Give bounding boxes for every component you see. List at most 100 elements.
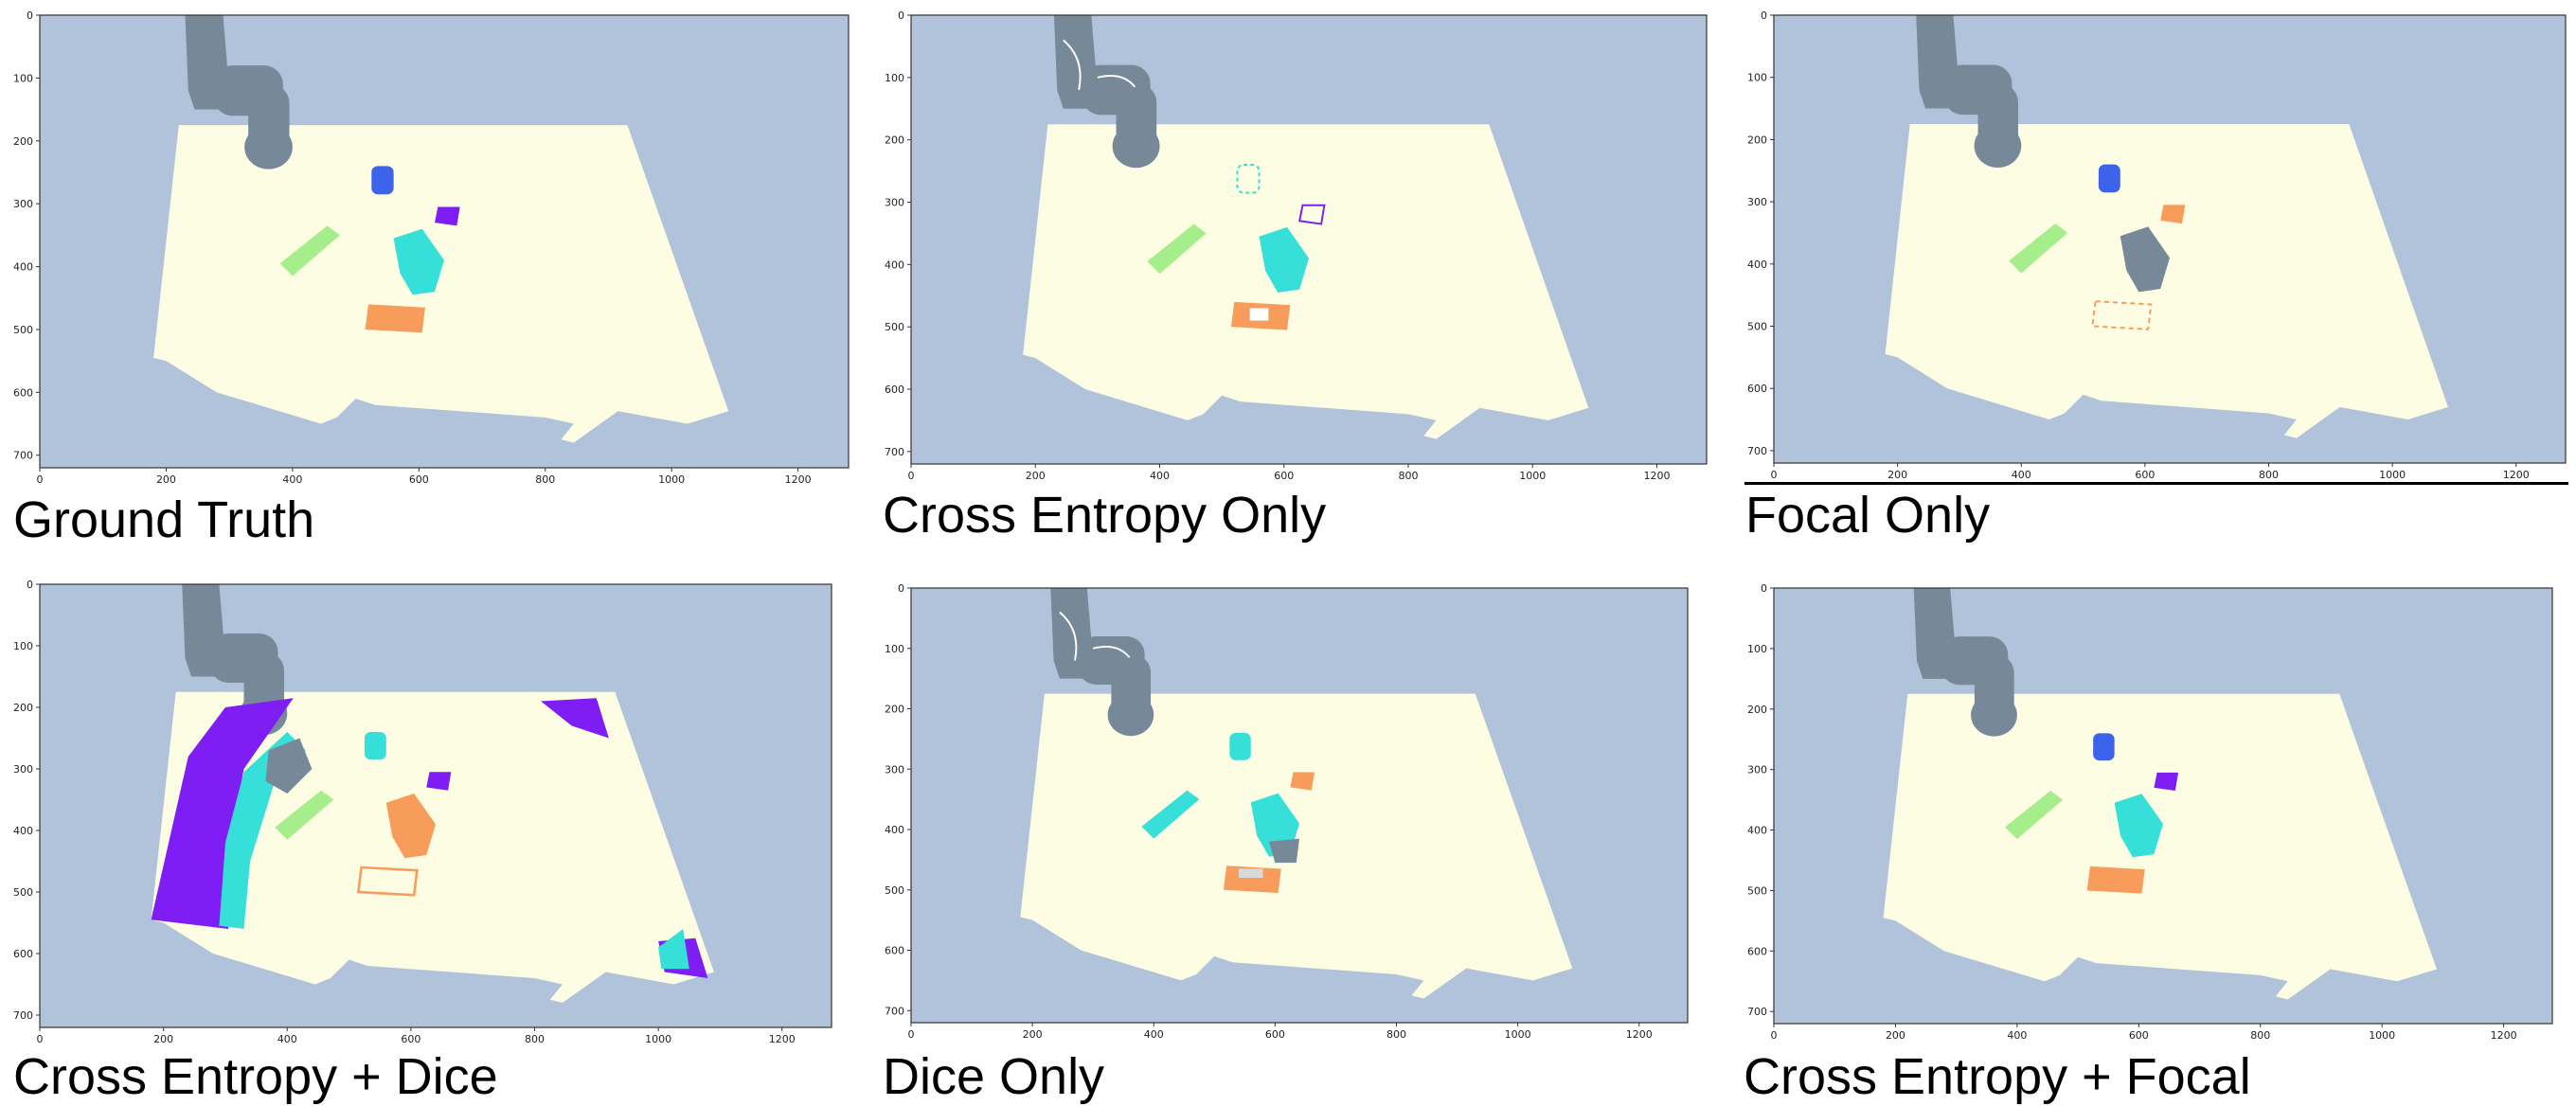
x-tick-label: 0 <box>1771 469 1778 481</box>
robot-gripper <box>1112 124 1160 169</box>
orange-object <box>356 865 419 897</box>
y-tick-label: 0 <box>27 9 33 22</box>
green-object <box>1141 790 1200 839</box>
blue-object <box>364 732 386 760</box>
y-tick-label: 0 <box>898 582 904 595</box>
plot-frame <box>39 583 832 1028</box>
y-tick-label: 500 <box>885 884 904 897</box>
x-tick-label: 1200 <box>785 473 812 486</box>
x-tick-label: 600 <box>1265 1028 1285 1041</box>
x-tick-label: 600 <box>1274 470 1294 482</box>
y-tick-label: 400 <box>885 824 904 836</box>
false-purple-right <box>541 698 609 739</box>
cyan-object <box>393 228 444 295</box>
x-tick-label: 200 <box>1023 1028 1043 1041</box>
x-tick-label: 600 <box>409 473 429 486</box>
y-tick-label: 0 <box>27 579 33 591</box>
y-tick-label: 300 <box>885 197 904 209</box>
x-tick-label: 400 <box>1150 470 1170 482</box>
y-tick-label: 700 <box>1747 445 1767 457</box>
segmentation-plot-gt: 0 200 400 600 800 1000 1200 0 100 200 300 400 500 600… <box>13 9 850 486</box>
y-tick-label: 700 <box>1747 1006 1767 1018</box>
x-tick-label: 1200 <box>2503 469 2530 481</box>
x-tick-label: 400 <box>1144 1028 1164 1041</box>
x-tick-label: 400 <box>2012 469 2031 481</box>
x-tick-label: 800 <box>2259 469 2279 481</box>
y-tick-label: 500 <box>13 886 33 899</box>
x-tick-label: 400 <box>277 1033 297 1045</box>
robot-gripper <box>1107 693 1154 737</box>
y-tick-label: 200 <box>885 134 904 147</box>
purple-object <box>1297 204 1326 225</box>
y-tick-label: 200 <box>13 702 33 714</box>
blue-object <box>371 166 394 195</box>
blue-object <box>2093 733 2115 761</box>
table-region <box>1883 693 2437 1000</box>
x-tick-label: 0 <box>1771 1029 1778 1042</box>
blue-object <box>2098 164 2120 193</box>
y-tick-label: 0 <box>1761 9 1767 22</box>
caption-ce_dice: Cross Entropy + Dice <box>13 1048 498 1105</box>
orange-object <box>2086 865 2145 894</box>
segmentation-plot-ce_focal: 0 200 400 600 800 1000 1200 0 100 200 300 400 500 600… <box>1747 582 2553 1042</box>
orange-noise-patch <box>1249 308 1269 321</box>
y-tick-label: 500 <box>885 321 904 333</box>
cyan-misclass-patch <box>1268 838 1299 864</box>
x-tick-label: 1000 <box>1519 470 1546 482</box>
y-tick-label: 100 <box>1747 72 1767 84</box>
panel-ce_dice: 0 200 400 600 800 1000 1200 0 100 200 300 400 500 600… <box>11 575 841 1056</box>
x-tick-label: 600 <box>2129 1029 2149 1042</box>
caption-ce_focal: Cross Entropy + Focal <box>1744 1048 2251 1105</box>
x-tick-label: 800 <box>1399 470 1419 482</box>
plot-frame <box>39 14 850 469</box>
x-tick-label: 600 <box>401 1033 420 1045</box>
y-tick-label: 300 <box>13 198 33 210</box>
false-purple-left <box>151 698 294 929</box>
blue-object <box>1236 164 1261 194</box>
plot-frame <box>1773 14 2567 464</box>
segmentation-plot-ce_dice: 0 200 400 600 800 1000 1200 0 100 200 300 400 500 600… <box>13 579 832 1045</box>
y-tick-label: 500 <box>1747 320 1767 332</box>
x-tick-label: 200 <box>1886 1029 1905 1042</box>
y-tick-label: 300 <box>885 763 904 776</box>
x-tick-label: 200 <box>156 473 176 486</box>
robot-edge-noise <box>1063 39 1136 91</box>
y-tick-label: 100 <box>13 72 33 84</box>
segmentation-plot-dice: 0 200 400 600 800 1000 1200 0 100 200 300 400 500 600… <box>885 582 1689 1041</box>
orange-object <box>1223 865 1281 893</box>
robot-edge-noise <box>1059 611 1131 661</box>
y-tick-label: 700 <box>13 1009 33 1022</box>
panel-gt: 0 200 400 600 800 1000 1200 0 100 200 300 400 500 600… <box>11 6 858 496</box>
y-tick-label: 200 <box>13 135 33 148</box>
purple-object <box>434 206 460 226</box>
x-tick-label: 1200 <box>2491 1029 2517 1042</box>
y-tick-label: 100 <box>1747 643 1767 655</box>
x-tick-label: 1000 <box>645 1033 671 1045</box>
purple-object <box>1290 772 1315 791</box>
y-tick-label: 400 <box>1747 259 1767 271</box>
y-tick-label: 700 <box>885 446 904 458</box>
false-cyan-bottom-right <box>658 929 689 970</box>
y-tick-label: 0 <box>1761 582 1767 595</box>
y-tick-label: 200 <box>1747 134 1767 146</box>
caption-ce: Cross Entropy Only <box>883 487 1327 544</box>
x-tick-label: 800 <box>1386 1028 1406 1041</box>
cyan-object <box>1259 226 1309 293</box>
false-robot-left <box>265 738 313 794</box>
purple-object <box>2160 205 2186 224</box>
y-tick-label: 600 <box>1747 383 1767 395</box>
y-tick-label: 700 <box>13 450 33 462</box>
x-tick-label: 400 <box>2007 1029 2027 1042</box>
cyan-object <box>2114 794 2163 858</box>
purple-object <box>2154 772 2179 792</box>
robot-gripper <box>244 125 293 169</box>
green-object <box>2005 791 2064 840</box>
table-region <box>1885 123 2448 438</box>
table-region <box>1023 124 1589 439</box>
x-tick-label: 1000 <box>1505 1028 1531 1041</box>
y-tick-label: 500 <box>13 324 33 336</box>
y-tick-label: 100 <box>13 640 33 652</box>
y-tick-label: 600 <box>13 948 33 960</box>
x-tick-label: 0 <box>37 1033 44 1045</box>
plot-frame <box>910 14 1708 465</box>
